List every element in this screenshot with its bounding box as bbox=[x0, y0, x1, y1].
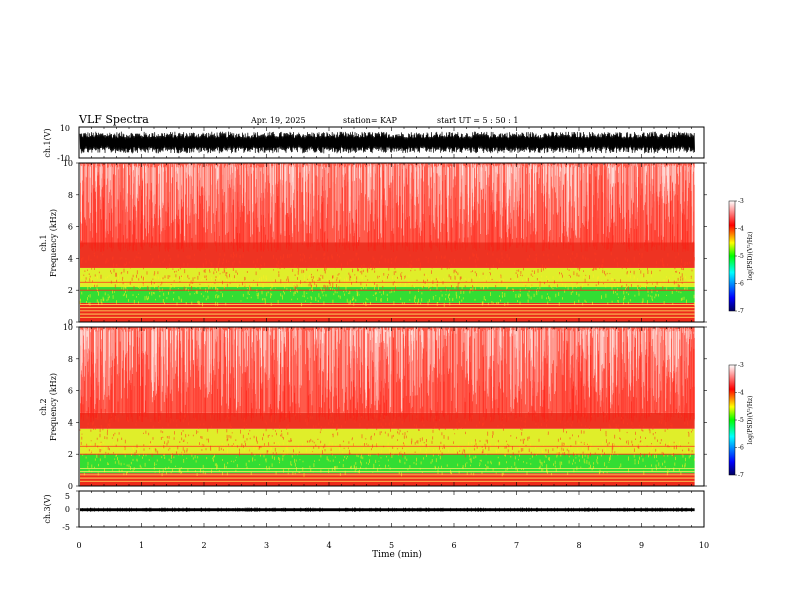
ch1-spectrogram-ticks bbox=[78, 163, 705, 322]
time-tick-label: 10 bbox=[699, 541, 709, 550]
spec-band bbox=[80, 473, 695, 486]
ch2-colorbar-ticks: -3 -4 -5 -6 -7 bbox=[735, 362, 744, 479]
spec-band bbox=[80, 302, 695, 322]
time-tick-label: 4 bbox=[326, 541, 331, 550]
spec-ytick-label: 8 bbox=[68, 355, 73, 364]
ch1-ytick-bottom: -10 bbox=[57, 154, 70, 163]
spec-red-streaks bbox=[80, 327, 695, 423]
ch1-waveform-ylabel: ch.1(V) bbox=[43, 128, 52, 157]
spec-ytick-label: 6 bbox=[68, 387, 73, 396]
spec-ytick-label: 6 bbox=[68, 223, 73, 232]
colorbar-tick-label: -6 bbox=[738, 445, 744, 452]
ch1-spectrogram-panel: 0 2 4 6 8 10 ch.1 Frequency (kHz) bbox=[39, 159, 707, 327]
spec-ytick-label: 0 bbox=[68, 318, 73, 327]
ch1-spectrogram-image bbox=[79, 163, 695, 322]
time-tick-label: 6 bbox=[451, 541, 456, 550]
time-axis-label: Time (min) bbox=[372, 549, 422, 560]
time-tick-label: 7 bbox=[514, 541, 519, 550]
ch1-colorbar-ticks: -3 -4 -5 -6 -7 bbox=[735, 198, 744, 315]
ch1-waveform-line bbox=[79, 131, 695, 154]
colorbar-tick-label: -6 bbox=[738, 281, 744, 288]
time-tick-label: 9 bbox=[639, 541, 644, 550]
spec-red-streaks bbox=[80, 163, 695, 252]
ch2-spectrogram-yticks: 0 2 4 6 8 10 bbox=[63, 323, 707, 491]
time-tick-label: 3 bbox=[264, 541, 269, 550]
ch2-spectrogram-image bbox=[79, 327, 695, 486]
colorbar-tick-label: -5 bbox=[738, 417, 744, 424]
ch1-ytick-top: 10 bbox=[60, 124, 70, 133]
ch3-ytick-bottom: -5 bbox=[62, 523, 70, 532]
date-label: Apr. 19, 2025 bbox=[250, 116, 306, 125]
time-tick-label: 1 bbox=[139, 541, 144, 550]
figure-title: VLF Spectra bbox=[78, 113, 149, 126]
colorbar-tick-label: -4 bbox=[738, 226, 744, 233]
time-tick-label: 0 bbox=[76, 541, 81, 550]
ch1-spec-ylabel-frequency: Frequency (kHz) bbox=[49, 209, 58, 277]
spec-ytick-label: 4 bbox=[68, 254, 73, 263]
colorbar-tick-label: -5 bbox=[738, 253, 744, 260]
ch3-ytick-mid: 0 bbox=[65, 505, 70, 514]
ch3-ytick-top: 5 bbox=[65, 492, 70, 501]
ch2-spec-ylabel-frequency: Frequency (kHz) bbox=[49, 373, 58, 441]
ch3-waveform-ylabel: ch.3(V) bbox=[43, 494, 52, 523]
spec-ytick-label: 10 bbox=[63, 159, 73, 168]
colorbar-tick-label: -3 bbox=[738, 198, 744, 205]
ch3-waveform-band bbox=[80, 508, 695, 512]
spec-ytick-label: 8 bbox=[68, 191, 73, 200]
spec-ytick-label: 2 bbox=[68, 286, 73, 295]
ch3-waveform-trace bbox=[76, 490, 695, 528]
colorbar-tick-label: -3 bbox=[738, 362, 744, 369]
ch1-waveform-ticks bbox=[78, 127, 705, 158]
ch1-waveform-trace bbox=[79, 131, 695, 154]
spec-band bbox=[80, 242, 695, 268]
start-time-label: start UT = 5 : 50 : 1 bbox=[437, 116, 518, 125]
ch2-colorbar-label: log(PSD)(V²/Hz) bbox=[747, 396, 754, 445]
ch2-spectrogram-ticks bbox=[78, 327, 705, 486]
spec-ytick-label: 2 bbox=[68, 450, 73, 459]
ch3-waveform-panel: 5 0 -5 ch.3(V) bbox=[43, 490, 705, 532]
time-tick-label: 2 bbox=[201, 541, 206, 550]
ch2-spec-ylabel-channel: ch.2 bbox=[39, 398, 48, 415]
ch2-spectrogram-panel: 0 2 4 6 8 10 ch.2 Frequency (kHz) bbox=[39, 323, 707, 491]
ch3-waveform-spikes bbox=[82, 507, 692, 512]
ch1-waveform-panel: 10 -10 ch.1(V) bbox=[43, 124, 705, 163]
spec-ytick-label: 10 bbox=[63, 323, 73, 332]
ch1-spectrogram-yticks: 0 2 4 6 8 10 bbox=[63, 159, 707, 327]
spec-band bbox=[80, 428, 695, 455]
spec-ytick-label: 4 bbox=[68, 418, 73, 427]
ch1-spec-ylabel-channel: ch.1 bbox=[39, 234, 48, 251]
colorbar-tick-label: -4 bbox=[738, 390, 744, 397]
spec-band bbox=[80, 412, 695, 429]
ch2-colorbar: -3 -4 -5 -6 -7 log(PSD)(V²/Hz) bbox=[728, 362, 754, 479]
ch3-waveform-ticks bbox=[78, 491, 705, 527]
time-tick-label: 5 bbox=[389, 541, 394, 550]
colorbar-tick-label: -7 bbox=[738, 472, 744, 479]
ch1-colorbar: -3 -4 -5 -6 -7 log(PSD)(V²/Hz) bbox=[728, 198, 754, 315]
ch1-colorbar-label: log(PSD)(V²/Hz) bbox=[747, 232, 754, 281]
time-axis-tick-labels: 0 1 2 3 4 5 6 7 8 9 10 bbox=[76, 541, 709, 550]
station-label: station= KAP bbox=[343, 116, 398, 125]
colorbar-tick-label: -7 bbox=[738, 308, 744, 315]
spec-mid-flecks bbox=[79, 412, 694, 458]
time-tick-label: 8 bbox=[576, 541, 581, 550]
spec-ytick-label: 0 bbox=[68, 482, 73, 491]
